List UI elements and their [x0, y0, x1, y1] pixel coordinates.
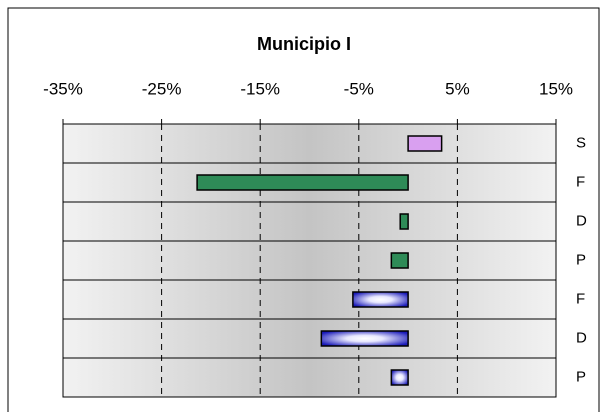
- x-tick-label: -35%: [43, 79, 83, 98]
- chart-title: Municipio I: [257, 34, 351, 54]
- bar: [399, 213, 409, 230]
- x-tick-label: -25%: [142, 79, 182, 98]
- x-tick-label: 15%: [539, 79, 573, 98]
- y-tick-label: F: [576, 290, 585, 307]
- y-tick-label: D: [576, 212, 587, 229]
- y-tick-label: F: [576, 173, 585, 190]
- y-tick-label: P: [576, 368, 586, 385]
- y-tick-label: S: [576, 134, 586, 151]
- y-tick-label: D: [576, 329, 587, 346]
- y-tick-label: P: [576, 251, 586, 268]
- x-tick-label: -15%: [240, 79, 280, 98]
- x-tick-label: -5%: [344, 79, 374, 98]
- bar: [407, 135, 443, 152]
- bar: [390, 369, 409, 386]
- bar: [320, 330, 409, 347]
- x-tick-label: 5%: [445, 79, 470, 98]
- bar: [390, 252, 409, 269]
- bar: [196, 174, 409, 191]
- bar: [352, 291, 409, 308]
- plot-area: [62, 123, 557, 398]
